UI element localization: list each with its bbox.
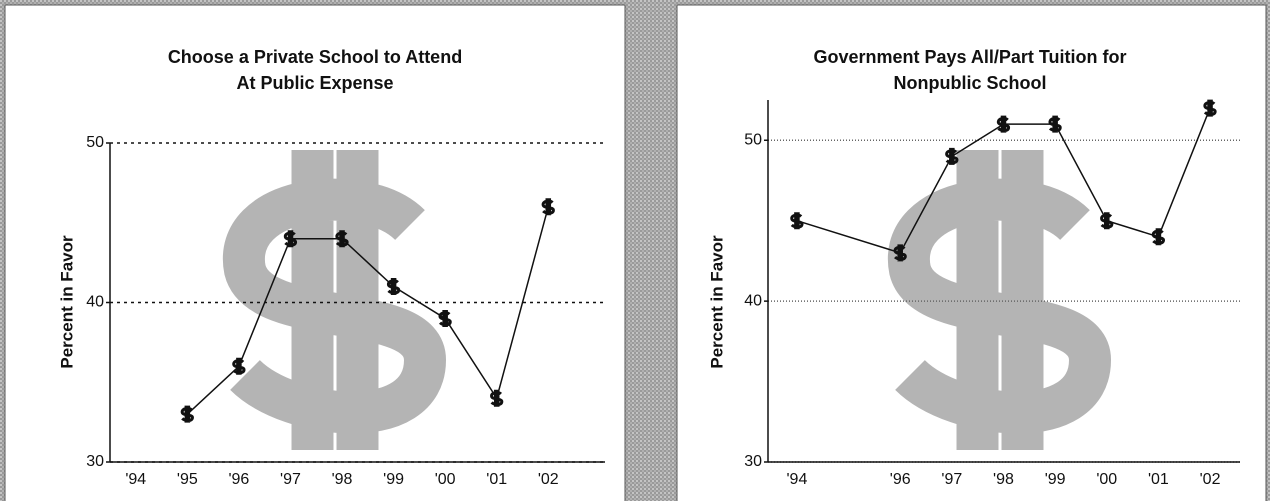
x-tick-label: '00 (435, 471, 456, 488)
y-tick-label: 40 (744, 292, 762, 309)
dollar-marker (1203, 99, 1217, 117)
dollar-marker (283, 230, 298, 248)
data-line (796, 107, 1211, 254)
x-tick-label: '99 (1045, 471, 1066, 488)
x-tick-label: '02 (1200, 471, 1221, 488)
chart-title: Choose a Private School to Attend (168, 47, 462, 67)
dollar-marker (335, 230, 349, 248)
background-dollar (222, 150, 447, 450)
dollar-marker (541, 198, 555, 216)
x-tick-label: '01 (486, 471, 507, 488)
x-tick-label: '96 (228, 471, 249, 488)
x-tick-label: '96 (890, 471, 911, 488)
dollar-marker (438, 309, 452, 327)
dollar-marker (945, 147, 959, 165)
y-tick-label: 50 (744, 131, 762, 148)
x-tick-label: '98 (332, 471, 353, 488)
dollar-marker (996, 115, 1011, 133)
dollar-marker (790, 212, 804, 230)
x-tick-label: '00 (1096, 471, 1117, 488)
chart-title: Nonpublic School (894, 73, 1047, 93)
x-tick-label: '97 (280, 471, 301, 488)
x-tick-label: '94 (125, 471, 146, 488)
dollar-marker (893, 244, 907, 262)
x-tick-label: '97 (941, 471, 962, 488)
y-tick-label: 40 (86, 294, 104, 311)
y-axis-label: Percent in Favor (707, 235, 726, 369)
x-tick-label: '98 (993, 471, 1014, 488)
x-tick-label: '99 (383, 471, 404, 488)
background-dollar (887, 150, 1112, 450)
chart-title: At Public Expense (236, 73, 393, 93)
x-tick-label: '95 (177, 471, 198, 488)
data-line (186, 206, 550, 415)
x-tick-label: '02 (538, 471, 559, 488)
dollar-marker (1151, 228, 1166, 246)
dollar-marker (1100, 212, 1114, 230)
x-tick-label: '94 (786, 471, 807, 488)
dollar-marker (180, 405, 194, 423)
dollar-marker (386, 278, 401, 296)
dollar-marker (232, 357, 246, 375)
chart-title: Government Pays All/Part Tuition for (813, 47, 1126, 67)
dollar-marker (1048, 115, 1062, 133)
dollar-marker (490, 389, 504, 407)
y-tick-label: 30 (744, 453, 762, 470)
y-axis-label: Percent in Favor (57, 235, 76, 369)
y-tick-label: 50 (86, 134, 104, 151)
y-tick-label: 30 (86, 453, 104, 470)
x-tick-label: '01 (1148, 471, 1169, 488)
